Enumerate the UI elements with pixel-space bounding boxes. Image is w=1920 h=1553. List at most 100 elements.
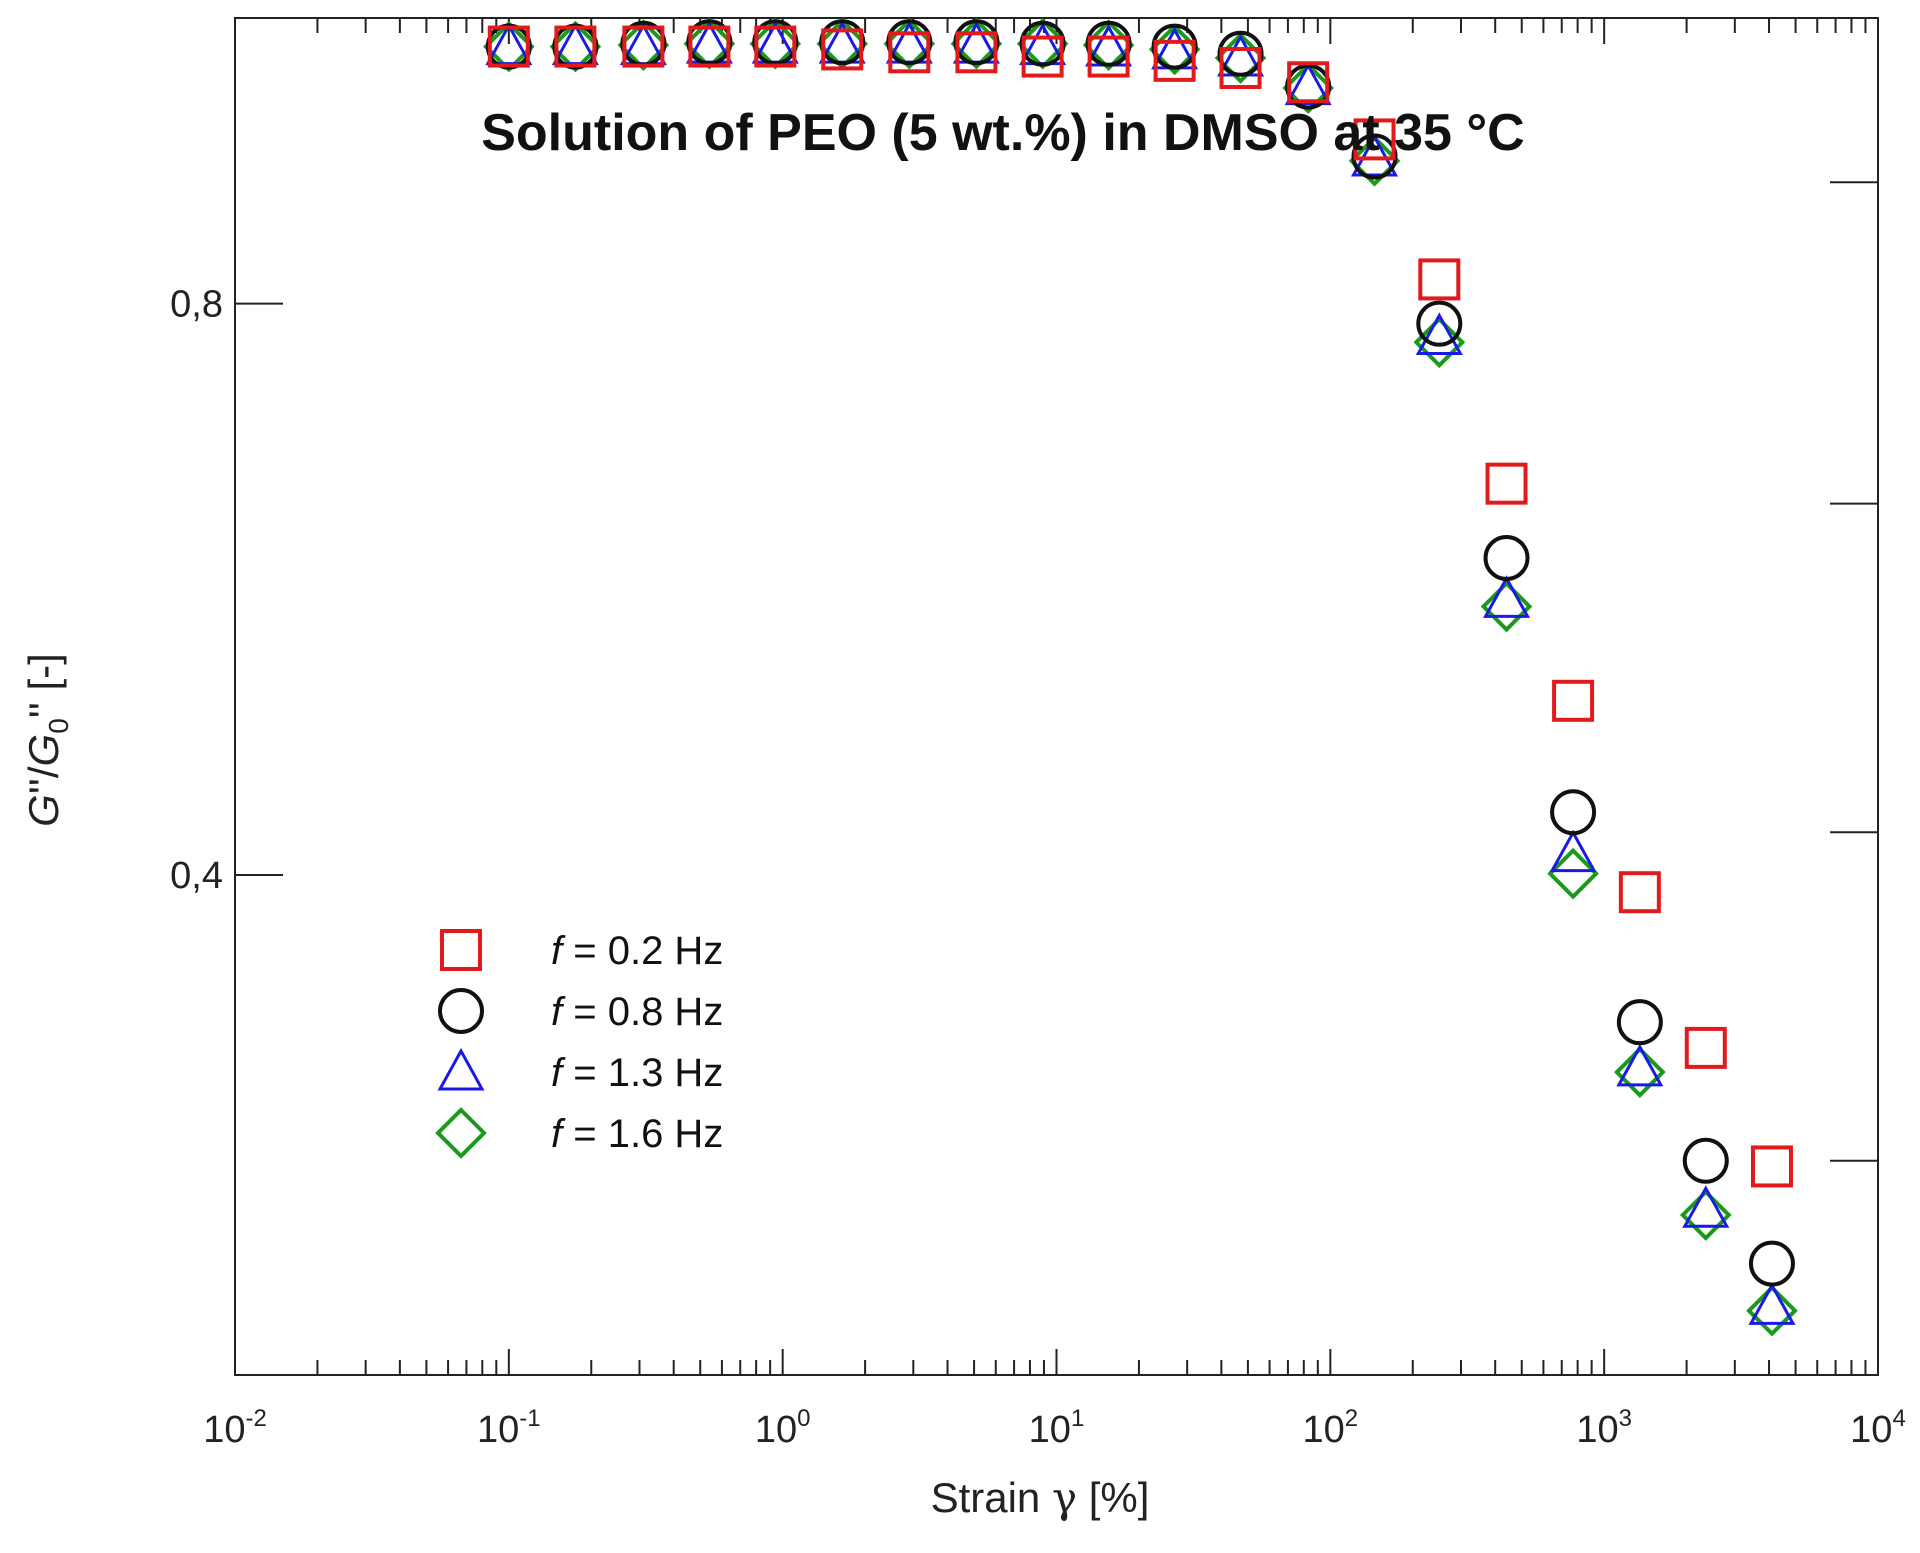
- y-axis-label-unit: [-]: [20, 653, 67, 690]
- data-point-square: [1021, 35, 1064, 78]
- data-point-diamond: [1679, 1189, 1732, 1241]
- data-point-triangle: [1415, 312, 1463, 356]
- x-tick-base: 10: [203, 1409, 245, 1451]
- plot-frame: [234, 17, 1879, 1376]
- data-point-square: [1684, 1026, 1727, 1069]
- data-point-circle: [1616, 999, 1663, 1046]
- data-point-square: [554, 25, 597, 68]
- data-point-circle: [886, 19, 933, 66]
- data-point-triangle: [1748, 1282, 1796, 1325]
- data-point-square: [1353, 118, 1396, 161]
- legend-marker-square: [440, 929, 482, 971]
- data-point-circle: [1550, 789, 1597, 836]
- data-point-square: [754, 25, 797, 68]
- data-point-square: [821, 28, 864, 71]
- data-point-diamond: [883, 17, 936, 70]
- legend-label-value: = 0.8 Hz: [562, 990, 723, 1034]
- data-point-diamond: [1348, 135, 1401, 187]
- data-point-diamond: [1746, 1284, 1798, 1337]
- x-tick-label: 101: [1029, 1405, 1085, 1451]
- legend-label: f = 0.2 Hz: [551, 929, 723, 973]
- data-point-diamond: [483, 20, 535, 73]
- legend-label: f = 0.8 Hz: [551, 990, 723, 1034]
- data-point-square: [888, 31, 931, 74]
- data-point-square: [1219, 46, 1262, 89]
- data-point-circle: [1416, 300, 1463, 347]
- y-axis-label-primes: ''/: [20, 766, 67, 794]
- legend: f = 0.2 Hz f = 0.8 Hz f = 1.3 Hz f = 1.6 Hz: [435, 929, 723, 1159]
- legend-marker-diamond: [435, 1107, 487, 1159]
- data-point-square: [1287, 61, 1330, 104]
- right-axis-ticks: [1830, 181, 1878, 1162]
- x-tick-label: 103: [1576, 1405, 1632, 1451]
- chart-title: Solution of PEO (5 wt.%) in DMSO at 35 °…: [481, 104, 1525, 162]
- data-point-triangle: [1482, 575, 1531, 618]
- data-point-square: [1418, 258, 1461, 301]
- data-point-diamond: [1614, 1046, 1666, 1099]
- y-axis-label-g: G: [20, 794, 67, 827]
- y-axis: 0,4 0,8: [170, 284, 283, 897]
- x-axis: 10-2 10-1 100 101 102 103 104: [203, 18, 1906, 1451]
- x-tick-base: 10: [1029, 1409, 1071, 1451]
- data-point-square: [1618, 871, 1661, 914]
- x-tick-base: 10: [477, 1409, 519, 1451]
- data-marks: [483, 17, 1798, 1337]
- x-tick-label: 104: [1850, 1405, 1906, 1451]
- data-point-triangle: [1549, 829, 1597, 873]
- legend-marker-triangle: [437, 1047, 485, 1091]
- plot-border: [234, 17, 1879, 1376]
- x-tick-label: 100: [755, 1405, 811, 1451]
- x-tick-exponent: 3: [1619, 1405, 1632, 1432]
- data-point-square: [1153, 39, 1196, 82]
- data-point-diamond: [1480, 580, 1533, 633]
- data-point-triangle: [1350, 133, 1399, 177]
- y-tick-label: 0,8: [170, 284, 223, 326]
- legend-label-value: = 1.3 Hz: [562, 1051, 723, 1095]
- data-point-circle: [1483, 534, 1530, 581]
- x-tick-exponent: -2: [245, 1405, 266, 1432]
- x-axis-label-gamma: γ: [1052, 1473, 1077, 1522]
- data-point-triangle: [1682, 1185, 1730, 1228]
- y-tick-label: 0,4: [170, 855, 223, 897]
- x-tick-label: 10-2: [203, 1405, 267, 1451]
- y-axis-label: G''/G0'' [-]: [20, 653, 74, 827]
- data-point-square: [1485, 462, 1528, 505]
- data-point-circle: [1748, 1240, 1795, 1287]
- data-point-square: [487, 25, 530, 68]
- x-tick-label: 102: [1303, 1405, 1359, 1451]
- data-point-circle: [1682, 1137, 1729, 1184]
- y-axis-label-primes2: '': [20, 690, 67, 718]
- x-tick-label: 10-1: [477, 1405, 541, 1451]
- data-point-triangle: [1616, 1043, 1664, 1087]
- x-tick-exponent: -1: [519, 1405, 540, 1432]
- data-point-square: [622, 25, 665, 68]
- data-point-square: [955, 31, 998, 74]
- data-point-circle: [953, 19, 1000, 66]
- x-tick-base: 10: [1303, 1409, 1345, 1451]
- x-axis-label: Strain γ [%]: [931, 1473, 1150, 1522]
- x-axis-label-unit: [%]: [1077, 1474, 1149, 1521]
- series-circle: [485, 19, 1795, 1287]
- x-tick-exponent: 0: [797, 1405, 810, 1432]
- legend-marker-circle: [438, 988, 484, 1034]
- x-tick-exponent: 1: [1071, 1405, 1084, 1432]
- data-point-diamond: [1282, 62, 1335, 114]
- x-tick-base: 10: [1850, 1409, 1892, 1451]
- x-axis-label-text: Strain: [931, 1474, 1052, 1521]
- x-tick-exponent: 4: [1892, 1405, 1905, 1432]
- legend-label: f = 1.6 Hz: [551, 1112, 723, 1156]
- legend-label-value: = 1.6 Hz: [562, 1112, 723, 1156]
- data-point-diamond: [950, 17, 1003, 70]
- data-point-diamond: [617, 19, 670, 71]
- data-point-circle: [552, 23, 599, 70]
- data-point-square: [1750, 1145, 1793, 1188]
- data-point-square: [688, 25, 731, 68]
- data-point-square: [1552, 679, 1595, 722]
- series-square: [487, 25, 1793, 1188]
- legend-label: f = 1.3 Hz: [551, 1051, 723, 1095]
- y-axis-label-sub: 0: [43, 718, 74, 734]
- data-point-diamond: [1547, 847, 1599, 900]
- legend-label-value: = 0.2 Hz: [562, 929, 723, 973]
- data-point-square: [1087, 35, 1130, 78]
